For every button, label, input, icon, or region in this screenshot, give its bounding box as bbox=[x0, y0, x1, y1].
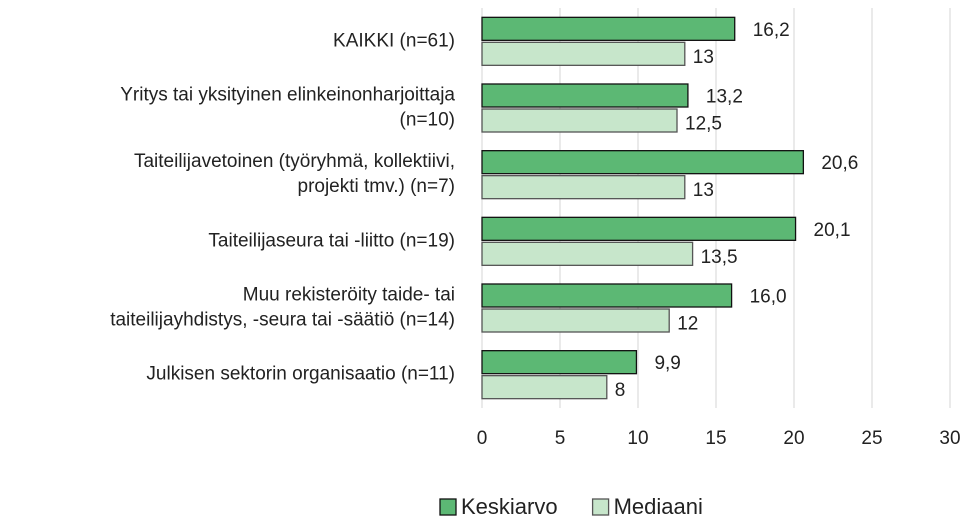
value-label: 8 bbox=[615, 380, 626, 401]
legend-label: Mediaani bbox=[614, 494, 703, 519]
category-label: taiteilijayhdistys, -seura tai -säätiö (… bbox=[110, 310, 455, 331]
bar bbox=[481, 108, 678, 133]
x-tick-label: 10 bbox=[627, 428, 648, 449]
value-label: 12 bbox=[677, 314, 698, 335]
bar bbox=[481, 16, 736, 41]
bar bbox=[481, 216, 797, 241]
value-label: 20,1 bbox=[814, 220, 851, 241]
bar bbox=[481, 350, 638, 375]
category-label: KAIKKI (n=61) bbox=[333, 30, 455, 51]
bar bbox=[481, 375, 608, 400]
value-label: 16,0 bbox=[750, 287, 787, 308]
category-label: Taiteilijaseura tai -liitto (n=19) bbox=[208, 230, 455, 251]
x-tick-label: 25 bbox=[861, 428, 882, 449]
category-label: Muu rekisteröity taide- tai bbox=[243, 285, 455, 306]
value-label: 16,2 bbox=[753, 20, 790, 41]
value-label: 13 bbox=[693, 47, 714, 68]
x-tick-label: 30 bbox=[939, 428, 960, 449]
bar bbox=[481, 283, 733, 308]
category-label: Julkisen sektorin organisaatio (n=11) bbox=[146, 364, 455, 385]
bar bbox=[481, 308, 670, 333]
value-label: 13,5 bbox=[701, 247, 738, 268]
legend-swatch bbox=[439, 498, 457, 516]
x-tick-label: 15 bbox=[705, 428, 726, 449]
legend-label: Keskiarvo bbox=[461, 494, 558, 519]
category-label: (n=10) bbox=[400, 110, 455, 131]
bar bbox=[481, 41, 686, 66]
bar bbox=[481, 241, 694, 266]
value-label: 13 bbox=[693, 180, 714, 201]
value-label: 13,2 bbox=[706, 87, 743, 108]
value-label: 12,5 bbox=[685, 114, 722, 135]
legend-swatch bbox=[591, 498, 610, 516]
value-label: 9,9 bbox=[654, 353, 680, 374]
bar bbox=[481, 175, 686, 200]
value-label: 20,6 bbox=[821, 153, 858, 174]
category-label: Taiteilijavetoinen (työryhmä, kollektiiv… bbox=[134, 151, 455, 172]
x-tick-label: 20 bbox=[783, 428, 804, 449]
x-tick-label: 5 bbox=[555, 428, 566, 449]
x-tick-label: 0 bbox=[477, 428, 488, 449]
bar bbox=[481, 150, 805, 175]
bar bbox=[481, 83, 689, 108]
category-label: Yritys tai yksityinen elinkeinonharjoitt… bbox=[120, 85, 455, 106]
category-label: projekti tmv.) (n=7) bbox=[298, 176, 456, 197]
